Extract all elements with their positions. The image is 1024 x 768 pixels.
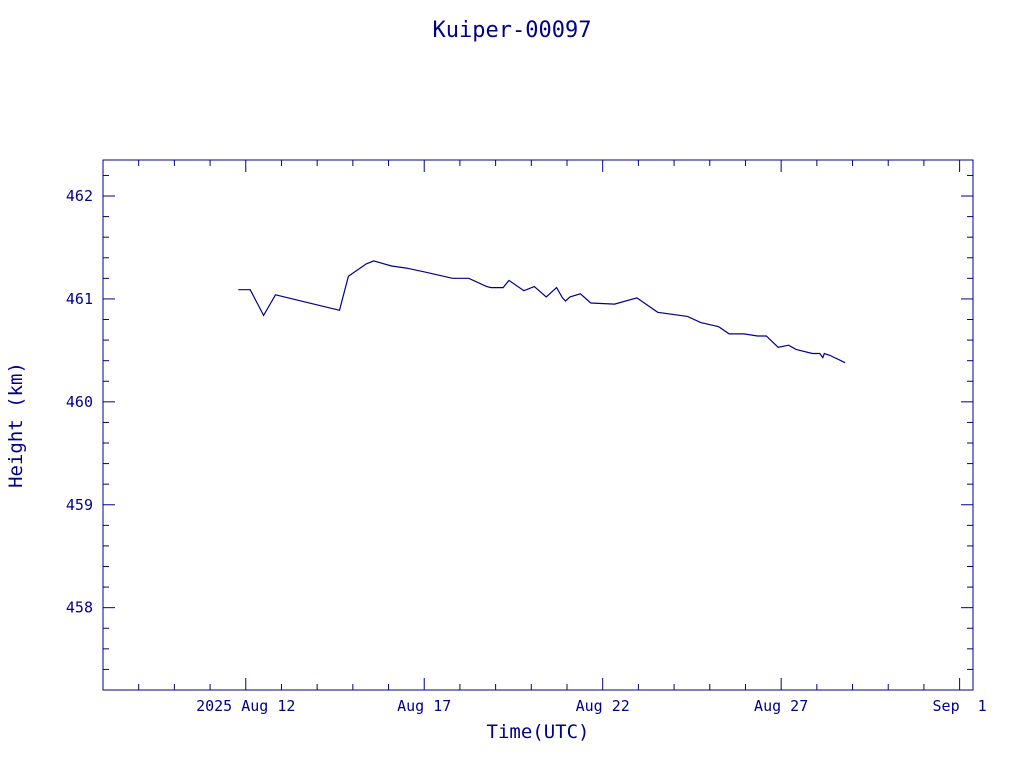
y-tick-label: 460 [66,393,93,411]
plot-frame [102,159,974,691]
y-tick-label: 461 [66,290,93,308]
x-tick-label: Aug 22 [576,697,630,715]
y-axis-label: Height (km) [5,362,27,488]
x-tick-label: Aug 17 [397,697,451,715]
y-tick-labels: 458 459 460 461 462 [66,187,93,617]
x-tick-label: Sep 1 [933,697,987,715]
chart-title: Kuiper-00097 [433,18,592,43]
x-tick-label: 2025 Aug 12 [196,697,295,715]
x-tick-label: Aug 27 [754,697,808,715]
y-tick-label: 459 [66,496,93,514]
x-tick-labels: 2025 Aug 12 Aug 17 Aug 22 Aug 27 Sep 1 [196,697,987,715]
height-series-line [238,260,846,364]
axis-ticks [103,160,973,690]
y-tick-label: 462 [66,187,93,205]
x-axis-label: Time(UTC) [487,721,590,743]
y-tick-label: 458 [66,599,93,617]
